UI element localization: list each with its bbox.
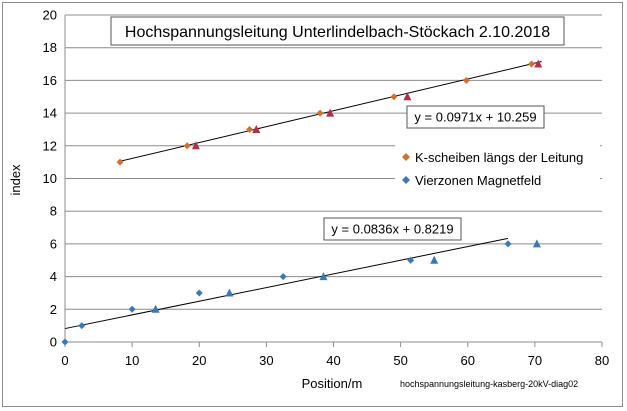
x-tick-label: 60 bbox=[461, 353, 475, 368]
series-3-point bbox=[430, 255, 439, 264]
series-1-point bbox=[534, 59, 543, 68]
y-tick-label: 6 bbox=[50, 236, 57, 251]
series-3-point bbox=[151, 304, 160, 313]
series-2-point bbox=[195, 289, 203, 297]
title-box bbox=[110, 16, 565, 46]
legend-marker-k-scheiben bbox=[402, 153, 410, 161]
y-tick-label: 18 bbox=[43, 40, 57, 55]
x-tick-label: 10 bbox=[125, 353, 139, 368]
series-1-point bbox=[252, 124, 261, 133]
series-2-point bbox=[78, 322, 86, 330]
x-tick-label: 20 bbox=[192, 353, 206, 368]
series-1-point bbox=[326, 108, 335, 117]
x-tick-label: 70 bbox=[528, 353, 542, 368]
tick-labels: 0 2 4 6 8 10 12 14 16 18 20 0 10 20 30 40 50 60 70 80 bbox=[43, 8, 610, 369]
y-tick-label: 2 bbox=[50, 302, 57, 317]
legend-label-k-scheiben: K-scheiben längs der Leitung bbox=[415, 150, 583, 165]
chart-title: Hochspannungsleitung Unterlindelbach-Stö… bbox=[125, 24, 550, 41]
y-axis-title: index bbox=[8, 164, 23, 196]
series-2-point bbox=[279, 273, 287, 281]
trendline-1-equation-box bbox=[406, 105, 545, 129]
series-0-point bbox=[390, 93, 398, 101]
y-tick-label: 14 bbox=[43, 106, 57, 121]
y-tick-label: 20 bbox=[43, 8, 57, 23]
series-0-point bbox=[246, 125, 254, 133]
chart-frame bbox=[2, 2, 623, 407]
y-tick-label: 10 bbox=[43, 171, 57, 186]
series-3-point bbox=[532, 239, 541, 248]
y-tick-label: 0 bbox=[50, 335, 57, 350]
series-2-point bbox=[407, 256, 415, 264]
trendlines bbox=[64, 61, 542, 330]
legend: K-scheiben längs der Leitung Vierzonen M… bbox=[395, 143, 600, 195]
x-tick-label: 40 bbox=[326, 353, 340, 368]
legend-background bbox=[395, 143, 600, 195]
y-tick-label: 8 bbox=[50, 204, 57, 219]
series-1-point bbox=[191, 141, 200, 150]
trendline-2 bbox=[64, 237, 509, 330]
trendline-2-equation-box bbox=[323, 217, 462, 241]
trendline-2-equation: y = 0.0836x + 0.8219 bbox=[331, 222, 453, 237]
series-0-point bbox=[183, 142, 191, 150]
data-points bbox=[61, 59, 543, 346]
series-0-point bbox=[116, 158, 124, 166]
legend-label-vierzonen: Vierzonen Magnetfeld bbox=[415, 173, 541, 188]
x-tick-label: 50 bbox=[393, 353, 407, 368]
y-tick-label: 12 bbox=[43, 138, 57, 153]
legend-marker-vierzonen bbox=[402, 176, 410, 184]
x-tick-label: 0 bbox=[61, 353, 68, 368]
x-tick-label: 30 bbox=[259, 353, 273, 368]
series-0-point bbox=[316, 109, 324, 117]
trendline-1-equation: y = 0.0971x + 10.259 bbox=[414, 110, 536, 125]
series-1-point bbox=[403, 92, 412, 101]
x-tick-label: 80 bbox=[595, 353, 609, 368]
y-tick-label: 16 bbox=[43, 73, 57, 88]
series-0-point bbox=[528, 60, 536, 68]
series-2-point bbox=[504, 240, 512, 248]
series-2-point bbox=[128, 305, 136, 313]
series-3-point bbox=[319, 272, 328, 281]
y-tick-label: 4 bbox=[50, 269, 57, 284]
series-3-point bbox=[225, 288, 234, 297]
series-0-point bbox=[462, 76, 470, 84]
series-2-point bbox=[61, 338, 69, 346]
x-axis-title: Position/m bbox=[302, 376, 363, 391]
footer-note: hochspannungsleitung-kasberg-20kV-diag02 bbox=[400, 379, 578, 389]
